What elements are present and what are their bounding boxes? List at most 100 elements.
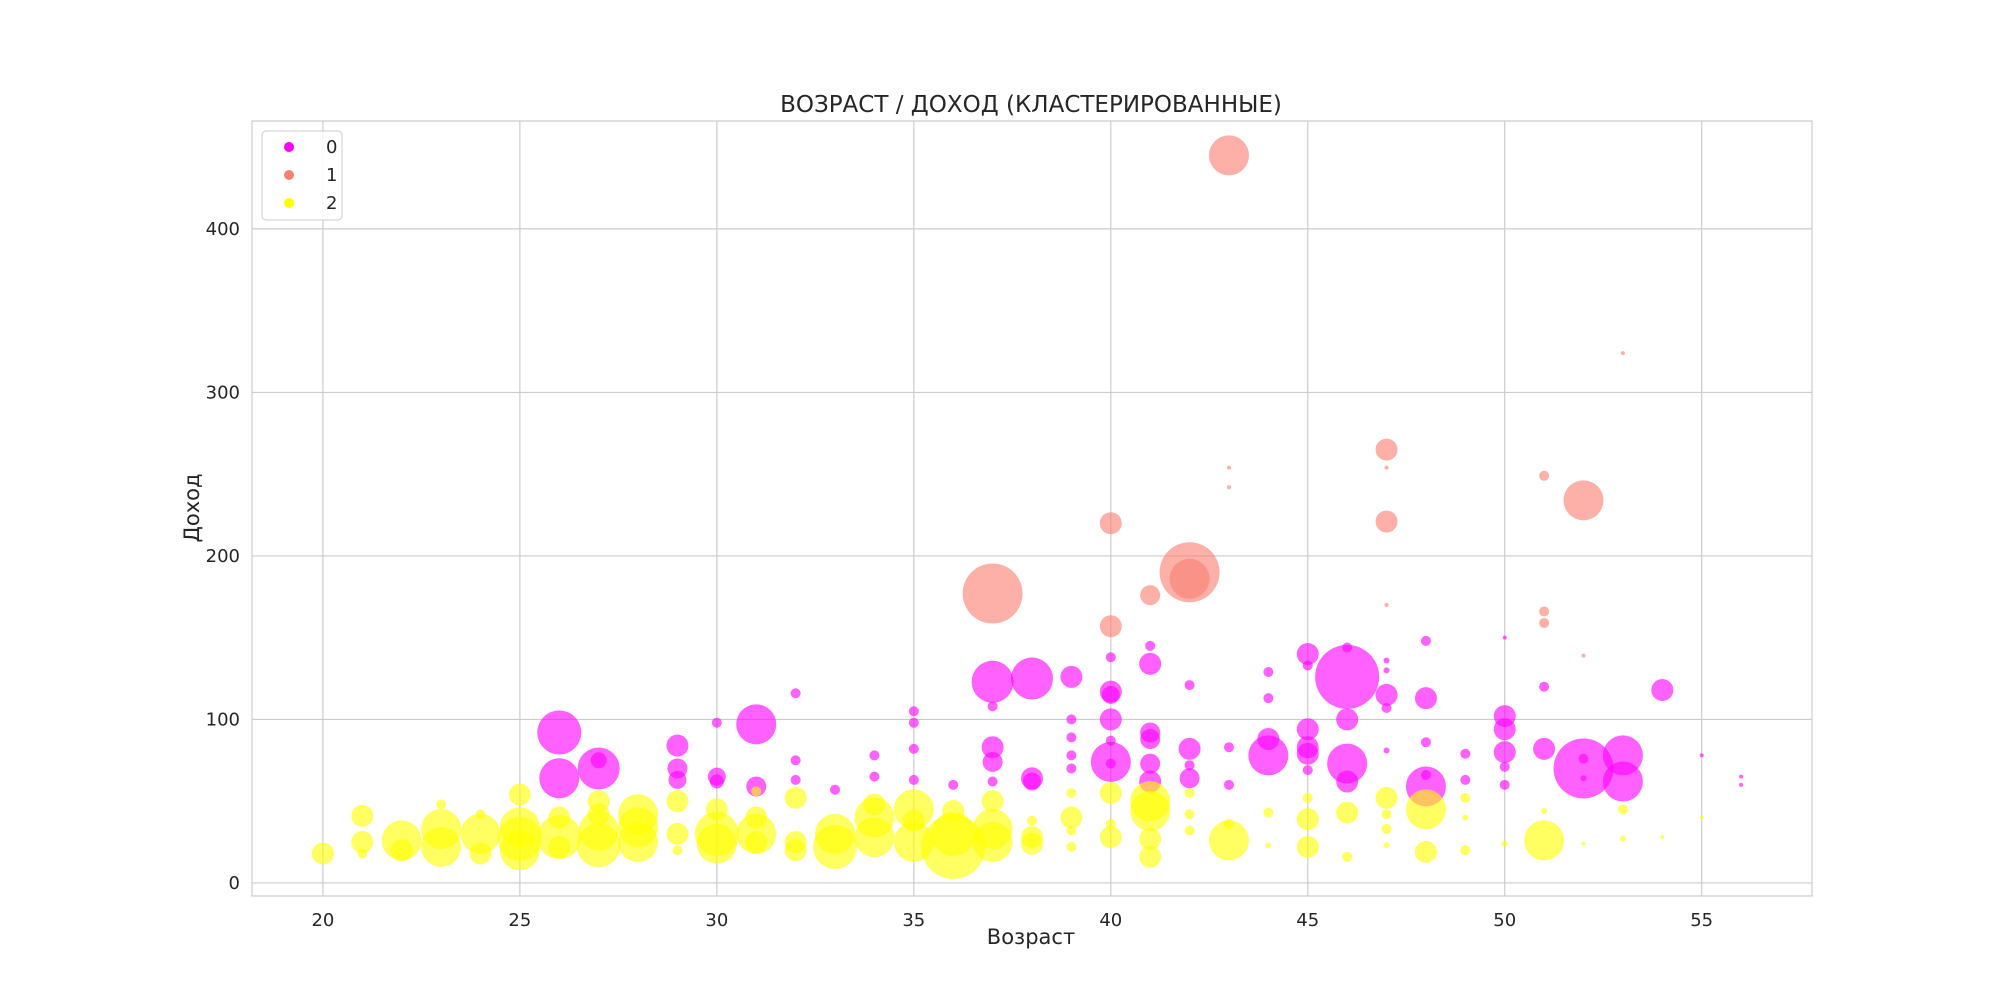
- data-point: [1499, 761, 1510, 772]
- data-point: [1739, 782, 1744, 787]
- data-point: [1223, 779, 1234, 790]
- data-point: [1384, 602, 1389, 607]
- data-point: [548, 835, 571, 858]
- x-tick-label: 55: [1690, 910, 1713, 931]
- y-tick-label: 0: [229, 873, 240, 894]
- data-point: [1405, 789, 1446, 830]
- data-point: [1208, 820, 1249, 861]
- data-point: [1620, 351, 1625, 356]
- series-0-points: [537, 635, 1744, 807]
- data-point: [618, 822, 659, 863]
- data-point: [1130, 790, 1171, 831]
- data-point: [1302, 792, 1313, 803]
- data-point: [1140, 585, 1161, 606]
- data-point: [1578, 753, 1589, 764]
- data-point: [672, 845, 683, 856]
- data-point: [830, 784, 841, 795]
- data-point: [1066, 841, 1077, 852]
- legend-marker-2: [284, 198, 294, 208]
- y-tick-label: 200: [206, 546, 240, 567]
- data-point: [1023, 772, 1041, 791]
- data-point: [1296, 643, 1319, 666]
- data-point: [590, 752, 607, 769]
- legend: 0 1 2: [261, 130, 343, 221]
- data-point: [869, 750, 880, 761]
- data-point: [1099, 512, 1122, 535]
- data-point: [1739, 774, 1744, 779]
- data-point: [1066, 714, 1077, 725]
- data-point: [1027, 815, 1037, 826]
- data-point: [1139, 845, 1162, 868]
- x-tick-labels: 20 25 30 35 40 45 50 55: [311, 910, 1713, 931]
- data-point: [971, 660, 1014, 703]
- data-point: [972, 822, 1013, 863]
- series-2-points: [311, 781, 1704, 879]
- data-point: [1296, 808, 1319, 831]
- data-point: [1381, 823, 1392, 834]
- data-point: [1651, 678, 1674, 701]
- data-point: [1184, 680, 1195, 691]
- data-point: [1375, 683, 1398, 706]
- data-point: [666, 822, 689, 845]
- data-point: [1099, 781, 1122, 804]
- data-point: [1139, 827, 1162, 850]
- data-point: [1375, 510, 1398, 533]
- data-point: [1184, 809, 1195, 820]
- data-point: [1420, 737, 1431, 748]
- data-point: [1581, 841, 1586, 846]
- data-point: [421, 826, 462, 867]
- data-point: [351, 831, 374, 854]
- data-point: [1460, 845, 1471, 856]
- data-point: [1553, 738, 1614, 799]
- data-point: [1383, 657, 1390, 664]
- data-point: [921, 814, 986, 879]
- data-point: [1414, 687, 1437, 710]
- data-point: [1169, 558, 1210, 599]
- data-point: [1263, 807, 1274, 818]
- data-point: [1184, 825, 1195, 836]
- data-point: [736, 704, 777, 745]
- data-point: [1140, 753, 1161, 774]
- data-point: [1184, 787, 1195, 798]
- chart-title: ВОЗРАСТ / ДОХОД (КЛАСТЕРИРОВАННЫЕ): [780, 92, 1282, 118]
- data-point: [1462, 814, 1469, 821]
- data-point: [576, 823, 621, 868]
- y-axis-label: Доход: [180, 473, 204, 542]
- data-point: [1414, 840, 1437, 863]
- data-point: [1381, 702, 1392, 713]
- data-point: [1375, 786, 1398, 809]
- data-point: [1539, 470, 1550, 481]
- data-point: [1248, 735, 1289, 776]
- data-point: [784, 786, 807, 809]
- data-point: [1460, 748, 1471, 759]
- data-point: [987, 701, 998, 712]
- data-point: [1460, 792, 1471, 803]
- data-point: [784, 839, 807, 862]
- data-point: [962, 563, 1023, 624]
- x-tick-label: 20: [311, 910, 334, 931]
- data-point: [469, 842, 492, 865]
- data-point: [1619, 835, 1626, 842]
- data-point: [537, 710, 582, 755]
- data-point: [1460, 774, 1471, 785]
- data-point: [666, 734, 689, 757]
- data-point: [1383, 747, 1390, 754]
- data-point: [1139, 652, 1162, 675]
- data-point: [790, 755, 801, 766]
- legend-box: [261, 130, 343, 221]
- data-point: [1265, 842, 1272, 849]
- legend-marker-1: [284, 170, 294, 180]
- y-tick-label: 100: [206, 709, 240, 730]
- data-point: [869, 771, 880, 782]
- data-point: [1699, 815, 1704, 820]
- legend-marker-0: [284, 142, 294, 152]
- data-point: [1179, 768, 1200, 789]
- data-point: [1541, 807, 1548, 814]
- data-point: [908, 774, 919, 785]
- data-point: [1060, 665, 1083, 688]
- legend-label-0: 0: [326, 137, 337, 158]
- legend-label-2: 2: [326, 193, 337, 214]
- x-axis-label: Возраст: [987, 925, 1075, 949]
